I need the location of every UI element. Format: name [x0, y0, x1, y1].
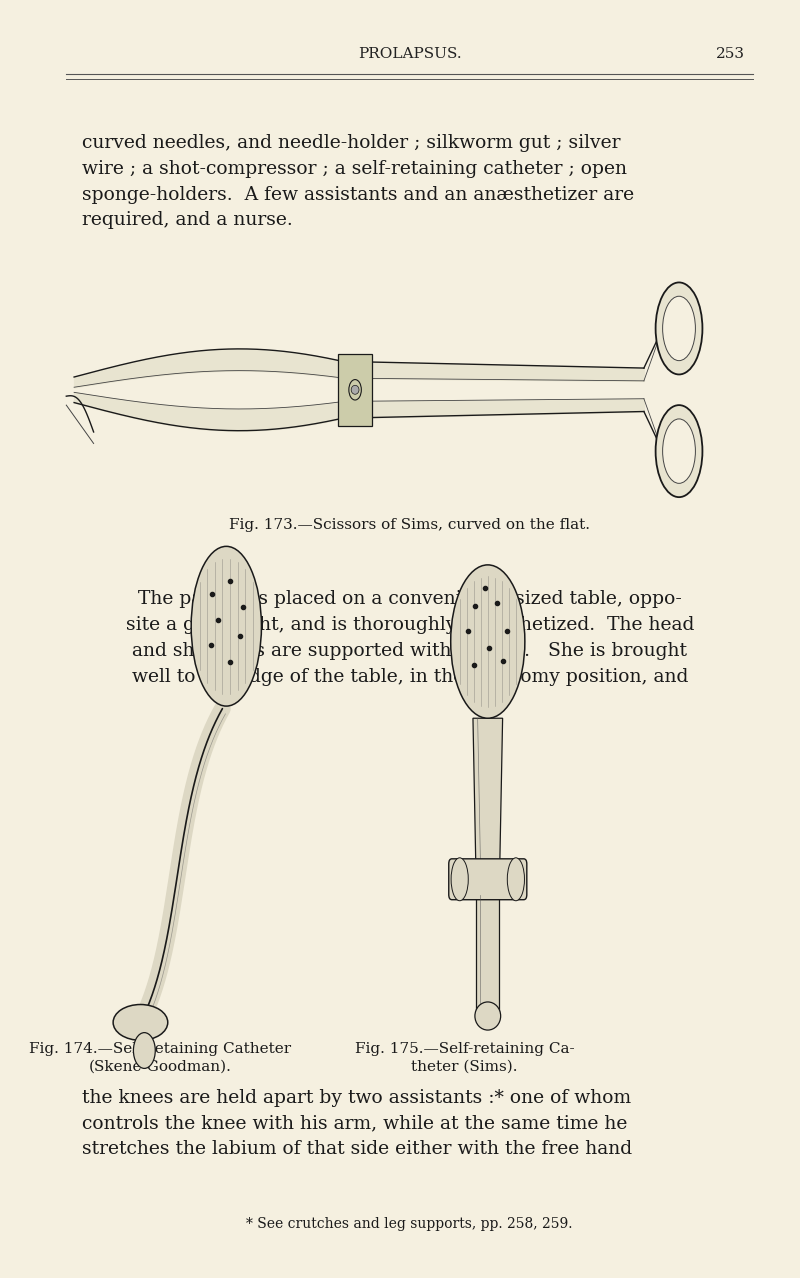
Ellipse shape: [191, 547, 262, 707]
Ellipse shape: [134, 1033, 155, 1068]
Text: 253: 253: [716, 47, 746, 60]
Ellipse shape: [656, 405, 702, 497]
Ellipse shape: [450, 565, 525, 718]
Ellipse shape: [662, 296, 695, 360]
Ellipse shape: [507, 858, 525, 901]
FancyBboxPatch shape: [338, 354, 372, 426]
Ellipse shape: [662, 419, 695, 483]
Text: the knees are held apart by two assistants :* one of whom
controls the knee with: the knees are held apart by two assistan…: [82, 1089, 632, 1158]
Text: Fig. 174.—Self-retaining Catheter
(Skene-Goodman).: Fig. 174.—Self-retaining Catheter (Skene…: [29, 1042, 291, 1074]
Text: Fig. 173.—Scissors of Sims, curved on the flat.: Fig. 173.—Scissors of Sims, curved on th…: [230, 518, 590, 532]
Text: curved needles, and needle-holder ; silkworm gut ; silver
wire ; a shot-compress: curved needles, and needle-holder ; silk…: [82, 134, 634, 229]
FancyBboxPatch shape: [449, 859, 527, 900]
Text: * See crutches and leg supports, pp. 258, 259.: * See crutches and leg supports, pp. 258…: [246, 1217, 573, 1231]
Ellipse shape: [451, 858, 468, 901]
FancyBboxPatch shape: [476, 895, 499, 1016]
Text: The patient is placed on a conveniently-sized table, oppo-
site a good light, an: The patient is placed on a conveniently-…: [126, 590, 694, 685]
Text: Fig. 175.—Self-retaining Ca-
theter (Sims).: Fig. 175.—Self-retaining Ca- theter (Sim…: [354, 1042, 574, 1074]
Ellipse shape: [475, 1002, 501, 1030]
Polygon shape: [473, 718, 502, 879]
Ellipse shape: [656, 282, 702, 374]
Text: PROLAPSUS.: PROLAPSUS.: [358, 47, 462, 60]
Ellipse shape: [113, 1005, 168, 1040]
Ellipse shape: [351, 386, 359, 395]
Circle shape: [349, 380, 362, 400]
